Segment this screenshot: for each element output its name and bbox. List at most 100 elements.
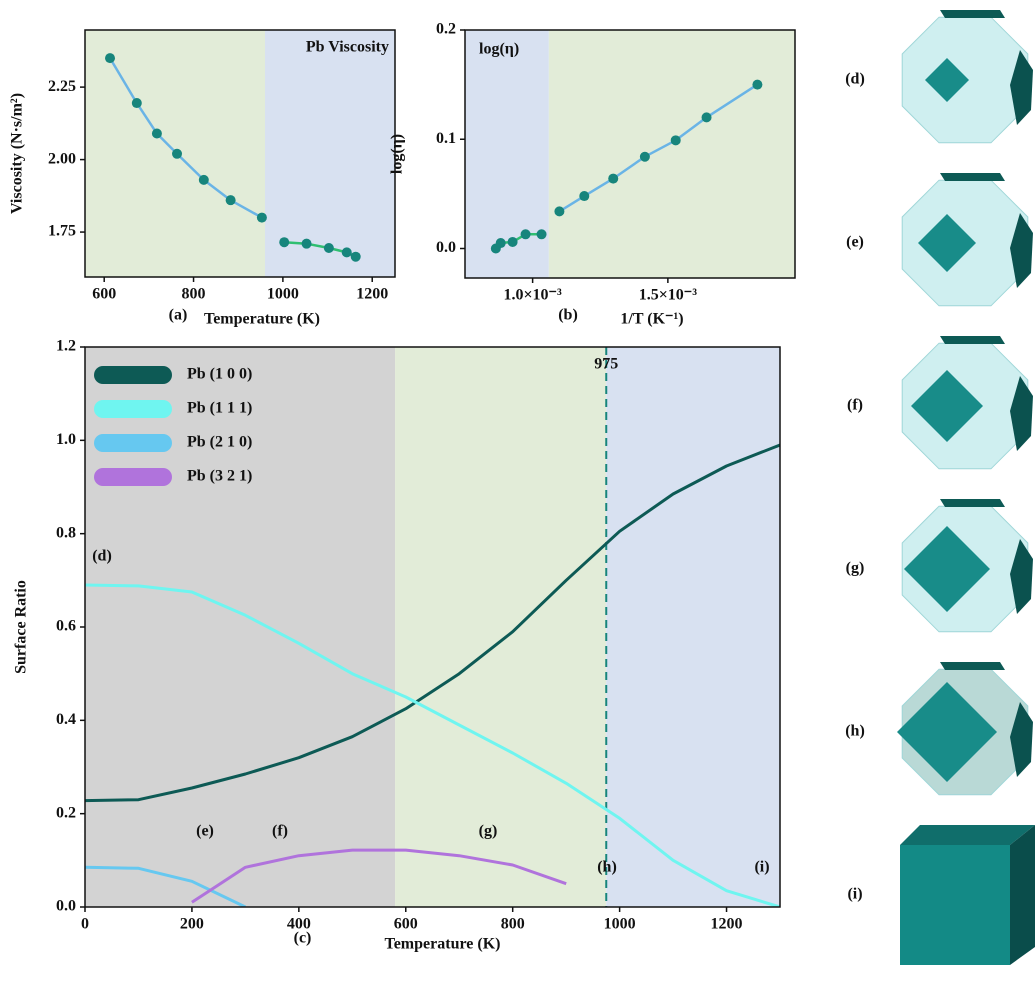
reference-label: 975	[594, 356, 618, 373]
legend-label: Pb (3 2 1)	[187, 468, 252, 485]
x-tick-label: 800	[182, 286, 206, 303]
data-point	[198, 174, 209, 185]
annotation: (e)	[196, 823, 214, 840]
face	[1010, 539, 1033, 614]
x-tick-label: 1.0×10⁻³	[503, 287, 562, 304]
polyhedron-label: (e)	[846, 234, 864, 251]
annotation: (f)	[272, 823, 288, 840]
data-point	[536, 229, 547, 240]
legend-label: Pb (1 0 0)	[187, 366, 252, 383]
data-point	[301, 238, 312, 249]
shaded-region	[606, 347, 780, 907]
data-point	[256, 212, 267, 223]
x-tick-label: 600	[92, 286, 116, 303]
face	[940, 173, 1005, 181]
y-tick-label: 2.00	[48, 150, 76, 167]
annotation: (i)	[754, 859, 769, 876]
y-tick-label: 0.6	[56, 618, 76, 635]
panel-label: (b)	[558, 307, 578, 324]
y-tick-label: 0.8	[56, 524, 76, 541]
face	[940, 336, 1005, 344]
data-point	[670, 135, 681, 146]
x-tick-label: 1200	[711, 916, 743, 933]
face	[1010, 702, 1033, 777]
data-point	[507, 236, 518, 247]
y-tick-label: 2.25	[48, 78, 76, 95]
series-line	[191, 848, 567, 904]
face	[940, 10, 1005, 18]
face	[911, 370, 983, 442]
chart-title: Pb Viscosity	[306, 39, 389, 56]
legend-label: Pb (2 1 0)	[187, 434, 252, 451]
polyhedron	[901, 10, 1033, 144]
face	[918, 214, 976, 272]
x-tick-label: 400	[287, 916, 311, 933]
polyhedron-label: (g)	[846, 560, 865, 577]
data-point	[172, 148, 183, 159]
x-tick-label: 1000	[267, 286, 299, 303]
data-point	[701, 112, 712, 123]
face	[897, 682, 997, 782]
shaded-region	[548, 30, 795, 278]
y-axis-label: log(η)	[389, 134, 406, 174]
polyhedron-label: (h)	[845, 723, 865, 740]
data-point	[350, 251, 361, 262]
face	[1010, 50, 1033, 125]
data-point	[225, 195, 236, 206]
plot-frame	[84, 29, 396, 278]
plot-frame	[464, 29, 796, 279]
x-tick-label: 1000	[604, 916, 636, 933]
data-point	[554, 206, 565, 217]
polyhedron	[900, 825, 1035, 965]
face	[925, 58, 969, 102]
annotation: (g)	[479, 823, 498, 840]
x-tick-label: 0	[81, 916, 89, 933]
x-tick-label: 800	[501, 916, 525, 933]
data-point	[105, 53, 116, 64]
y-tick-label: 0.1	[436, 130, 456, 147]
x-tick-label: 1200	[356, 286, 388, 303]
face	[1010, 825, 1035, 965]
panel-label: (a)	[169, 307, 188, 324]
series-line	[85, 865, 247, 907]
x-tick-label: 600	[394, 916, 418, 933]
y-tick-label: 0.2	[56, 804, 76, 821]
chart-title: log(η)	[479, 41, 519, 58]
data-point	[279, 237, 290, 248]
x-tick-label: 200	[180, 916, 204, 933]
polyhedron-label: (i)	[847, 886, 862, 903]
y-axis-label: Surface Ratio	[13, 580, 30, 674]
legend-label: Pb (1 1 1)	[187, 400, 252, 417]
polyhedron	[897, 662, 1033, 796]
series-line	[85, 583, 780, 907]
shaded-region	[465, 30, 549, 278]
polyhedron-label: (f)	[847, 397, 863, 414]
shaded-region	[265, 30, 395, 277]
data-point	[341, 247, 352, 258]
polyhedron-label: (d)	[845, 71, 865, 88]
face	[900, 845, 1010, 965]
y-tick-label: 1.2	[56, 338, 76, 355]
y-tick-label: 1.0	[56, 431, 76, 448]
x-axis-label: 1/T (K⁻¹)	[620, 311, 683, 328]
data-point	[495, 238, 506, 249]
data-point	[520, 229, 531, 240]
shaded-region	[85, 347, 396, 907]
y-tick-label: 0.0	[56, 898, 76, 915]
data-point	[323, 243, 334, 254]
series-line	[85, 443, 780, 803]
data-point	[608, 173, 619, 184]
face	[1010, 376, 1033, 451]
data-point	[131, 98, 142, 109]
polyhedron	[901, 336, 1033, 470]
face	[940, 499, 1005, 507]
x-tick-label: 1.5×10⁻³	[639, 287, 698, 304]
y-axis-label: Viscosity (N·s/m²)	[9, 93, 26, 214]
face	[940, 662, 1005, 670]
y-tick-label: 0.0	[436, 239, 456, 256]
face	[904, 526, 990, 612]
face	[1010, 213, 1033, 288]
data-point	[151, 128, 162, 139]
panel-label: (c)	[294, 930, 312, 947]
